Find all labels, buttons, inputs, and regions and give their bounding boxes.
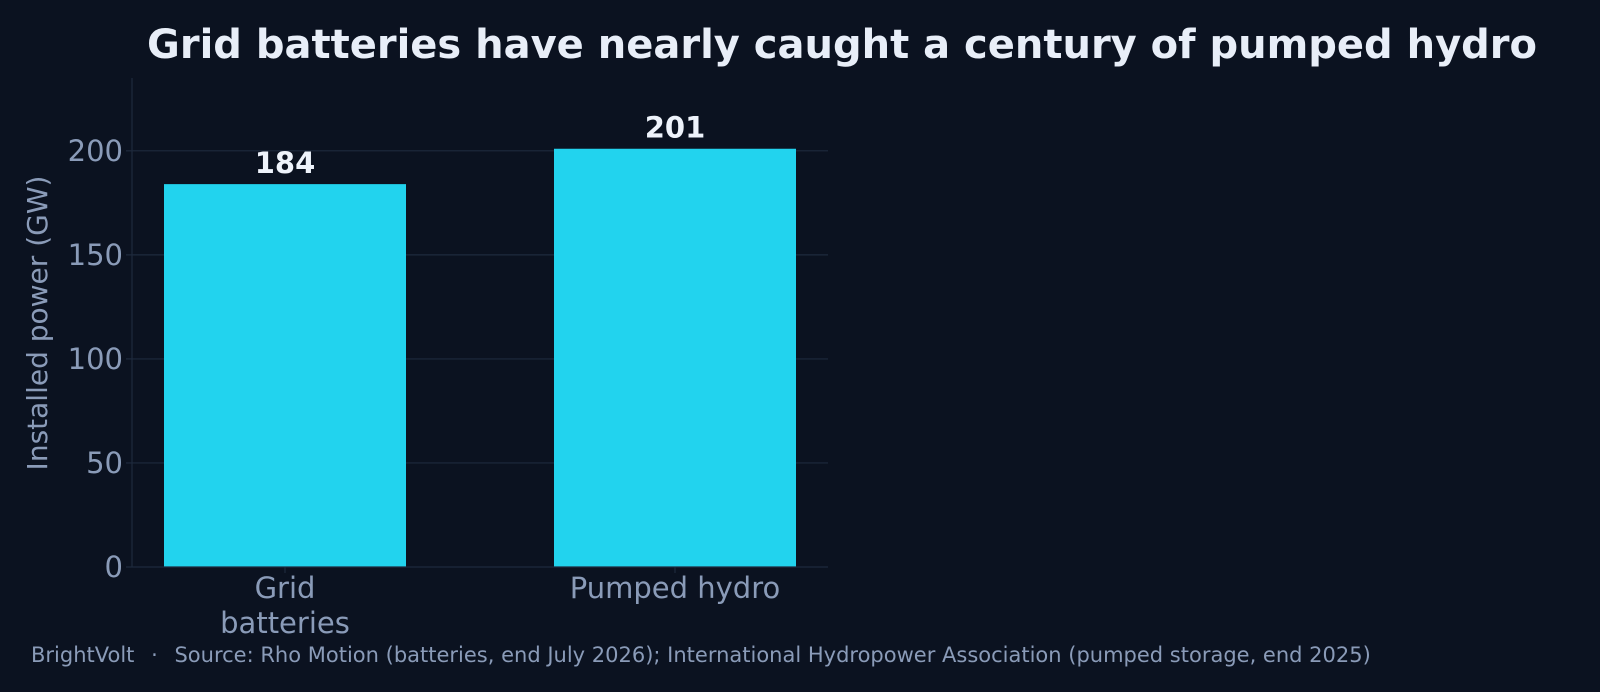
y-tick-label: 50 bbox=[86, 446, 123, 480]
bar bbox=[164, 184, 406, 567]
y-tick-label: 100 bbox=[68, 342, 123, 376]
bars bbox=[164, 148, 796, 567]
x-tick-label: Pumped hydro bbox=[570, 571, 780, 605]
x-tick-label-line: batteries bbox=[220, 606, 350, 640]
data-label: 184 bbox=[255, 146, 316, 180]
y-axis-label: Installed power (GW) bbox=[21, 176, 54, 471]
y-tick-label: 200 bbox=[68, 134, 123, 168]
y-tick-label: 0 bbox=[105, 550, 123, 584]
data-label: 201 bbox=[645, 111, 706, 145]
footer-source: Source: Rho Motion (batteries, end July … bbox=[174, 643, 1370, 667]
chart-title: Grid batteries have nearly caught a cent… bbox=[147, 22, 1537, 68]
footer-brand: BrightVolt bbox=[31, 643, 134, 667]
y-tick-label: 150 bbox=[68, 238, 123, 272]
axes: 0 50 100 150 200 Grid batteries Pumped hydro bbox=[68, 78, 828, 640]
footer: BrightVolt · Source: Rho Motion (batteri… bbox=[31, 643, 1371, 667]
x-tick-label: Grid batteries bbox=[220, 571, 350, 640]
x-tick-label-line: Pumped hydro bbox=[570, 571, 780, 605]
bar bbox=[554, 148, 796, 567]
footer-separator: · bbox=[151, 643, 158, 667]
x-tick-label-line: Grid bbox=[255, 571, 316, 605]
data-labels: 184 201 bbox=[255, 111, 706, 180]
